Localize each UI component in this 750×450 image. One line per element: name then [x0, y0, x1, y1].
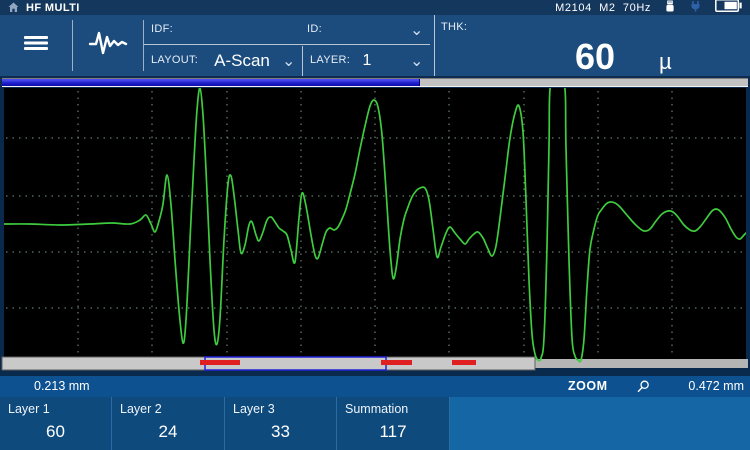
id-dropdown[interactable]: IDF: ID: ⌄: [144, 15, 430, 45]
layout-label: LAYOUT:: [151, 54, 199, 66]
chevron-down-icon[interactable]: ⌄: [410, 22, 424, 39]
usb-icon: [664, 0, 676, 17]
range-start-value: 0.213 mm: [34, 379, 90, 393]
gate-marker[interactable]: [452, 360, 476, 365]
scrollbar-track[interactable]: [2, 78, 748, 87]
file-id-panel: IDF: ID: ⌄ LAYOUT: A-Scan ⌄ LAYER: 1 ⌄: [144, 15, 430, 76]
a-scan-plot[interactable]: [0, 88, 750, 376]
table-cell-layer3: Layer 3 33: [225, 397, 337, 450]
chevron-down-icon[interactable]: ⌄: [282, 53, 296, 70]
a-scan-trace: [4, 88, 746, 363]
hamburger-icon: [23, 35, 49, 56]
range-end-value: 0.472 mm: [688, 379, 744, 393]
results-table: Layer 1 60 Layer 2 24 Layer 3 33 Summati…: [0, 397, 750, 450]
home-icon[interactable]: [8, 2, 19, 13]
layer-value: 1: [362, 52, 372, 69]
gate-marker[interactable]: [200, 360, 240, 365]
magnifier-icon[interactable]: [636, 379, 651, 401]
cell-label: Layer 2: [120, 402, 162, 416]
cell-value: 33: [271, 422, 290, 441]
thk-value: 60: [574, 36, 616, 77]
cell-label: Summation: [345, 402, 409, 416]
thk-unit: µ: [659, 49, 672, 74]
cell-value: 117: [379, 422, 407, 441]
header-divider: [143, 20, 144, 71]
range-bar: 0.213 mm ZOOM 0.472 mm: [0, 376, 750, 397]
table-cell-summation: Summation 117: [337, 397, 450, 450]
table-cell-layer1: Layer 1 60: [0, 397, 112, 450]
device-status-text: M2104 M2 70Hz: [555, 1, 651, 14]
gate-marker[interactable]: [381, 360, 412, 365]
table-cell-layer2: Layer 2 24: [112, 397, 225, 450]
horizontal-scrollbar-top[interactable]: [0, 76, 750, 88]
menu-button[interactable]: [0, 15, 72, 76]
power-plug-icon: [689, 0, 702, 17]
cell-value: 24: [158, 422, 178, 441]
layout-value: A-Scan: [214, 51, 270, 70]
cell-label: Layer 1: [8, 402, 50, 416]
header: IDF: ID: ⌄ LAYOUT: A-Scan ⌄ LAYER: 1 ⌄ T…: [0, 15, 750, 91]
title-bar: HF MULTI M2104 M2 70Hz: [0, 0, 750, 15]
thickness-panel: THK: 60 µ: [434, 15, 750, 76]
zoom-label: ZOOM: [568, 379, 608, 393]
panel-divider: [302, 46, 303, 76]
id-label: ID:: [307, 23, 322, 35]
scrollbar-thumb[interactable]: [2, 79, 420, 86]
chevron-down-icon[interactable]: ⌄: [410, 53, 424, 70]
thk-label: THK:: [441, 21, 468, 33]
idf-label: IDF:: [151, 23, 173, 35]
cell-value: 60: [46, 422, 65, 441]
header-divider: [72, 20, 73, 71]
a-scan-mode-button[interactable]: [73, 15, 142, 76]
waveform-icon: [88, 29, 128, 62]
battery-icon: [715, 0, 742, 17]
layer-label: LAYER:: [310, 54, 351, 66]
cell-label: Layer 3: [233, 402, 275, 416]
page-title: HF MULTI: [26, 1, 80, 14]
